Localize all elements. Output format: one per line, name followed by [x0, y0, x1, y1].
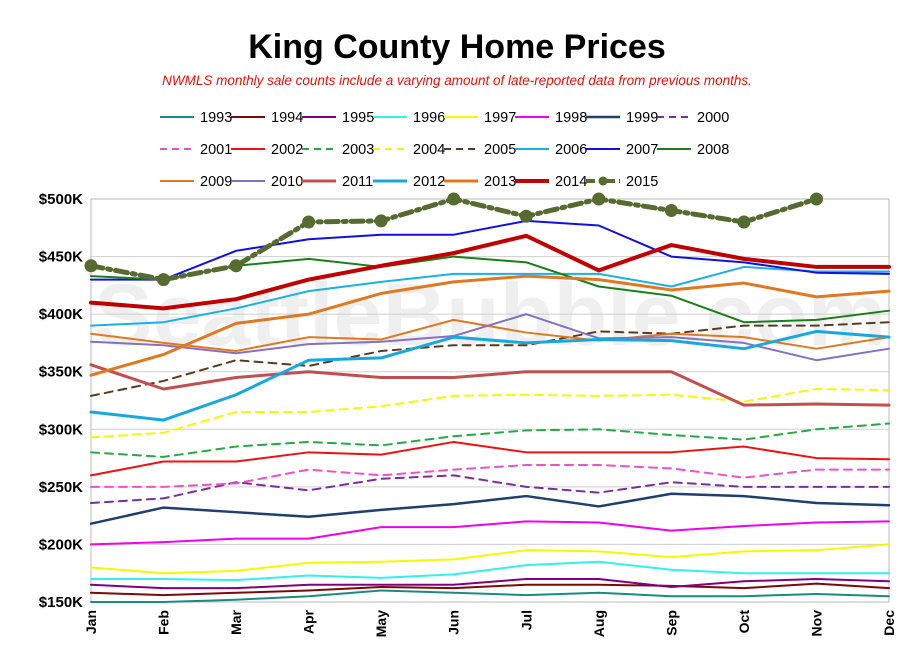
series-point-2015: [229, 259, 243, 273]
series-line-2006: [90, 265, 890, 327]
series-point-2015: [374, 214, 388, 228]
series-point-2015: [664, 204, 678, 218]
legend-label-1996: 1996: [413, 110, 445, 126]
legend-label-2010: 2010: [271, 174, 303, 190]
x-tick-label: Jan: [83, 610, 99, 634]
chart-title: King County Home Prices: [248, 28, 666, 66]
legend-label-2005: 2005: [484, 142, 516, 158]
legend-label-2012: 2012: [413, 174, 445, 190]
series-point-2015: [84, 259, 98, 273]
series-line-2007: [90, 219, 890, 281]
x-axis: Jan Feb Mar Apr May Jun Jul Aug Sep Oct Nov Dec: [83, 609, 897, 637]
y-tick-label: $150K: [39, 594, 83, 611]
series-point-2015: [592, 192, 606, 206]
legend-label-2013: 2013: [484, 174, 516, 190]
series-line-2014: [89, 233, 891, 311]
series-point-2015: [447, 192, 461, 206]
series-lines: [84, 192, 891, 603]
legend-label-2006: 2006: [555, 142, 587, 158]
x-tick-label: Jun: [446, 610, 462, 635]
y-tick-label: $300K: [39, 421, 83, 438]
series-line-2012: [89, 329, 891, 422]
legend-label-2014: 2014: [555, 174, 587, 190]
legend-label-1998: 1998: [555, 110, 587, 126]
x-tick-label: Aug: [591, 610, 607, 637]
legend: 1993 1994 1995 1996 1997 1998 1999 2000 2001 2002…: [160, 110, 729, 190]
series-line-1995: [90, 577, 890, 590]
series-point-2015: [157, 273, 171, 287]
series-line-1993: [90, 589, 890, 603]
series-line-2011: [89, 363, 891, 407]
x-tick-label: Dec: [881, 610, 897, 636]
legend-label-2015: 2015: [626, 174, 658, 190]
series-line-2001: [90, 463, 890, 488]
series-point-2015: [519, 209, 533, 223]
y-tick-label: $400K: [39, 306, 83, 323]
chart-subtitle: NWMLS monthly sale counts include a vary…: [162, 73, 752, 88]
series-line-1997: [90, 543, 890, 575]
x-tick-label: Feb: [156, 610, 172, 635]
legend-label-2008: 2008: [697, 142, 729, 158]
series-line-2013: [89, 274, 891, 377]
x-tick-label: Oct: [736, 610, 752, 634]
legend-label-1993: 1993: [200, 110, 232, 126]
legend-label-2002: 2002: [271, 142, 303, 158]
legend-label-2004: 2004: [413, 142, 445, 158]
legend-label-2000: 2000: [697, 110, 729, 126]
x-tick-label: Sep: [663, 610, 679, 636]
series-line-2004: [90, 387, 890, 439]
y-tick-label: $450K: [39, 249, 83, 266]
y-tick-label: $250K: [39, 479, 83, 496]
series-line-1994: [90, 582, 890, 597]
y-tick-label: $350K: [39, 364, 83, 381]
legend-label-2003: 2003: [342, 142, 374, 158]
legend-label-2007: 2007: [626, 142, 658, 158]
legend-label-1997: 1997: [484, 110, 516, 126]
x-tick-label: Apr: [301, 609, 317, 634]
x-tick-label: May: [373, 610, 389, 637]
series-line-2003: [90, 422, 890, 458]
series-line-2009: [90, 318, 890, 352]
x-tick-label: Nov: [808, 610, 824, 637]
legend-label-1999: 1999: [626, 110, 658, 126]
series-line-2002: [90, 440, 890, 477]
y-tick-label: $200K: [39, 536, 83, 553]
x-tick-label: Mar: [228, 609, 244, 634]
legend-label-2009: 2009: [200, 174, 232, 190]
series-point-2015: [302, 215, 316, 229]
legend-label-1995: 1995: [342, 110, 374, 126]
y-tick-label: $500K: [39, 191, 83, 208]
x-tick-label: Jul: [518, 610, 534, 630]
series-line-1996: [90, 560, 890, 582]
series-line-1999: [89, 492, 891, 525]
plot-area-frame: [90, 198, 890, 603]
legend-label-1994: 1994: [271, 110, 303, 126]
series-point-2015: [809, 192, 823, 206]
legend-marker-2015: [598, 176, 608, 186]
series-line-2005: [90, 321, 890, 397]
legend-label-2011: 2011: [342, 174, 373, 190]
series-point-2015: [737, 215, 751, 229]
gridlines: [90, 198, 890, 603]
y-axis: $150K $200K $250K $300K $350K $400K $450K $500K: [39, 191, 83, 611]
series-line-1998: [90, 520, 890, 546]
legend-label-2001: 2001: [200, 142, 232, 158]
